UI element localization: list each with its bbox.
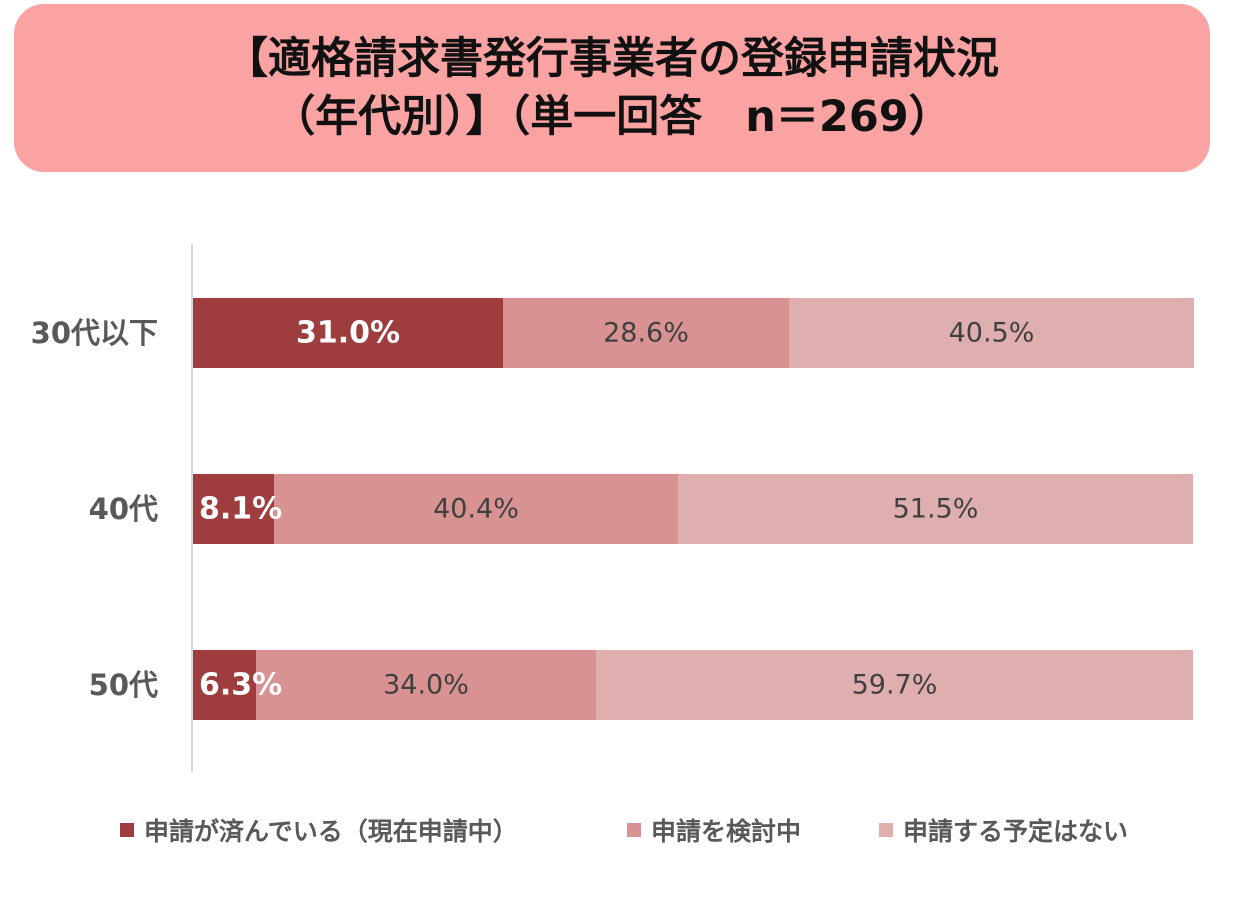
bar-segment [678,474,1193,544]
category-label: 40代 [89,492,158,526]
chart-title-line-2: （年代別）】（単一回答 n＝269） [272,92,952,142]
bar-segment [789,298,1194,368]
legend-item: 申請する予定はない [879,808,1128,852]
legend: 申請が済んでいる（現在申請中） 申請を検討中 申請する予定はない [0,808,1253,852]
data-label: 8.1% [199,492,282,527]
legend-swatch [627,823,641,837]
labels-group: 30代以下 31.0% 28.6% 40.5% 40代 8.1% 40.4% 51.5% 50代… [31,316,1035,703]
bar-segment [274,474,678,544]
bars-group [193,298,1194,720]
category-label: 30代以下 [31,316,158,350]
data-label: 28.6% [603,318,689,349]
legend-label: 申請する予定はない [903,817,1129,846]
data-label: 40.4% [433,494,519,525]
bar-segment [503,298,789,368]
data-label: 31.0% [296,316,400,351]
bar-segment [596,650,1193,720]
legend-label: 申請を検討中 [651,817,802,846]
data-label: 51.5% [893,494,979,525]
bar-segment [193,650,256,720]
data-label: 59.7% [852,670,938,701]
legend-swatch [120,823,134,837]
data-label: 40.5% [949,318,1035,349]
data-label: 6.3% [199,668,282,703]
legend-swatch [879,823,893,837]
bar-segment [256,650,596,720]
chart-title-box: 【適格請求書発行事業者の登録申請状況 （年代別）】（単一回答 n＝269） [14,4,1210,172]
bar-segment [193,298,503,368]
chart-title-line-1: 【適格請求書発行事業者の登録申請状況 [225,34,999,84]
data-label: 34.0% [383,670,469,701]
bar-segment [193,474,274,544]
legend-item: 申請を検討中 [627,808,801,852]
legend-label: 申請が済んでいる（現在申請中） [144,817,518,846]
legend-item: 申請が済んでいる（現在申請中） [120,808,518,852]
stacked-bar-chart: 30代以下 31.0% 28.6% 40.5% 40代 8.1% 40.4% 51.5% 50代… [31,244,1194,772]
category-label: 50代 [89,668,158,702]
